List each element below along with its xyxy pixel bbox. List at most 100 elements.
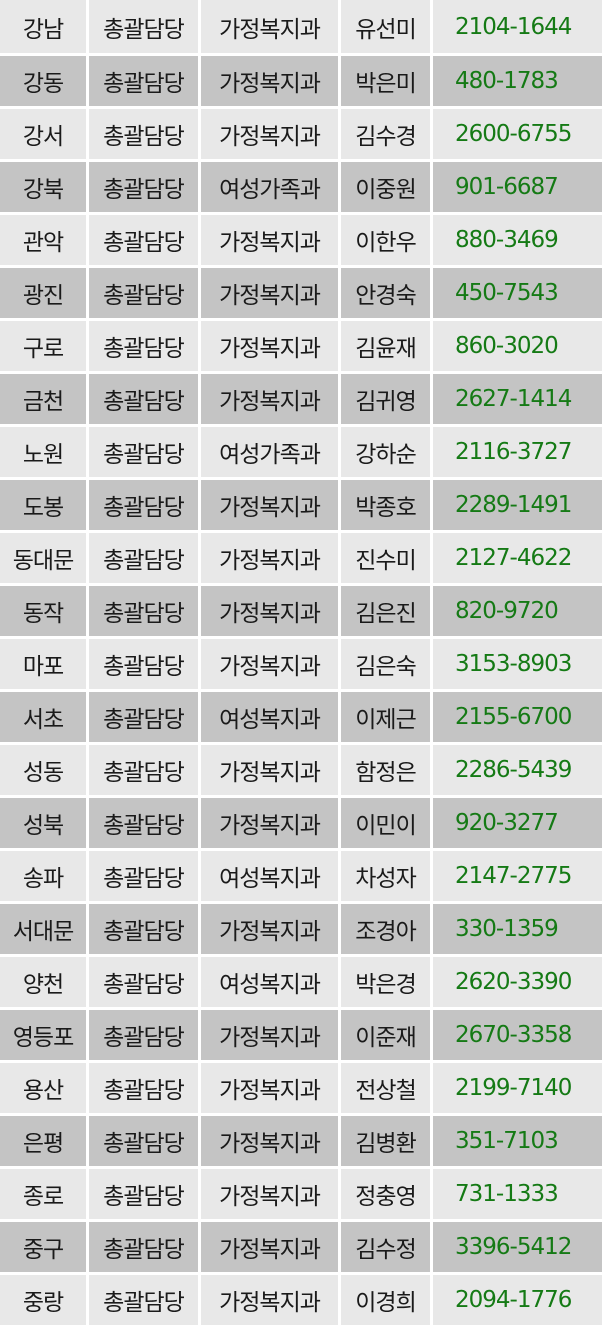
table-row: 광진 총괄담당 가정복지과 안경숙 450-7543 [0, 268, 602, 321]
name-cell: 이민이 [341, 798, 433, 851]
department-cell: 가정복지과 [201, 1010, 341, 1063]
table-row: 종로 총괄담당 가정복지과 정충영 731-1333 [0, 1169, 602, 1222]
district-cell: 강서 [0, 109, 89, 162]
district-cell: 강동 [0, 56, 89, 109]
role-cell: 총괄담당 [89, 904, 201, 957]
name-cell: 김윤재 [341, 321, 433, 374]
role-cell: 총괄담당 [89, 1275, 201, 1328]
name-cell: 박종호 [341, 480, 433, 533]
department-cell: 가정복지과 [201, 1275, 341, 1328]
department-cell: 가정복지과 [201, 109, 341, 162]
table-row: 송파 총괄담당 여성복지과 차성자 2147-2775 [0, 851, 602, 904]
department-cell: 여성가족과 [201, 162, 341, 215]
district-cell: 은평 [0, 1116, 89, 1169]
table-row: 관악 총괄담당 가정복지과 이한우 880-3469 [0, 215, 602, 268]
role-cell: 총괄담당 [89, 480, 201, 533]
district-cell: 동작 [0, 586, 89, 639]
name-cell: 함정은 [341, 745, 433, 798]
role-cell: 총괄담당 [89, 745, 201, 798]
role-cell: 총괄담당 [89, 692, 201, 745]
department-cell: 가정복지과 [201, 586, 341, 639]
role-cell: 총괄담당 [89, 215, 201, 268]
role-cell: 총괄담당 [89, 533, 201, 586]
department-cell: 가정복지과 [201, 1116, 341, 1169]
table-row: 성동 총괄담당 가정복지과 함정은 2286-5439 [0, 745, 602, 798]
role-cell: 총괄담당 [89, 1222, 201, 1275]
district-cell: 관악 [0, 215, 89, 268]
department-cell: 가정복지과 [201, 1222, 341, 1275]
name-cell: 이준재 [341, 1010, 433, 1063]
role-cell: 총괄담당 [89, 162, 201, 215]
table-row: 강북 총괄담당 여성가족과 이중원 901-6687 [0, 162, 602, 215]
role-cell: 총괄담당 [89, 109, 201, 162]
district-cell: 도봉 [0, 480, 89, 533]
table-row: 양천 총괄담당 여성복지과 박은경 2620-3390 [0, 957, 602, 1010]
phone-cell: 2289-1491 [433, 480, 602, 533]
role-cell: 총괄담당 [89, 56, 201, 109]
role-cell: 총괄담당 [89, 0, 201, 56]
table-row: 마포 총괄담당 가정복지과 김은숙 3153-8903 [0, 639, 602, 692]
phone-cell: 860-3020 [433, 321, 602, 374]
name-cell: 정충영 [341, 1169, 433, 1222]
table-row: 구로 총괄담당 가정복지과 김윤재 860-3020 [0, 321, 602, 374]
department-cell: 가정복지과 [201, 1063, 341, 1116]
phone-cell: 2147-2775 [433, 851, 602, 904]
department-cell: 가정복지과 [201, 639, 341, 692]
table-row: 영등포 총괄담당 가정복지과 이준재 2670-3358 [0, 1010, 602, 1063]
phone-cell: 2094-1776 [433, 1275, 602, 1328]
phone-cell: 450-7543 [433, 268, 602, 321]
name-cell: 김병환 [341, 1116, 433, 1169]
phone-cell: 2670-3358 [433, 1010, 602, 1063]
department-cell: 가정복지과 [201, 56, 341, 109]
district-cell: 영등포 [0, 1010, 89, 1063]
name-cell: 이한우 [341, 215, 433, 268]
table-row: 강서 총괄담당 가정복지과 김수경 2600-6755 [0, 109, 602, 162]
department-cell: 가정복지과 [201, 480, 341, 533]
phone-cell: 2286-5439 [433, 745, 602, 798]
table-row: 서초 총괄담당 여성복지과 이제근 2155-6700 [0, 692, 602, 745]
role-cell: 총괄담당 [89, 1116, 201, 1169]
table-row: 은평 총괄담당 가정복지과 김병환 351-7103 [0, 1116, 602, 1169]
role-cell: 총괄담당 [89, 1063, 201, 1116]
table-row: 용산 총괄담당 가정복지과 전상철 2199-7140 [0, 1063, 602, 1116]
district-cell: 노원 [0, 427, 89, 480]
department-cell: 가정복지과 [201, 533, 341, 586]
name-cell: 차성자 [341, 851, 433, 904]
department-cell: 가정복지과 [201, 798, 341, 851]
department-cell: 가정복지과 [201, 904, 341, 957]
district-cell: 성북 [0, 798, 89, 851]
name-cell: 진수미 [341, 533, 433, 586]
name-cell: 김귀영 [341, 374, 433, 427]
phone-cell: 3153-8903 [433, 639, 602, 692]
district-cell: 용산 [0, 1063, 89, 1116]
role-cell: 총괄담당 [89, 851, 201, 904]
name-cell: 김은숙 [341, 639, 433, 692]
phone-cell: 2104-1644 [433, 0, 602, 56]
phone-cell: 2600-6755 [433, 109, 602, 162]
phone-cell: 2199-7140 [433, 1063, 602, 1116]
department-cell: 여성가족과 [201, 427, 341, 480]
name-cell: 이경희 [341, 1275, 433, 1328]
role-cell: 총괄담당 [89, 1010, 201, 1063]
name-cell: 김수정 [341, 1222, 433, 1275]
table-row: 금천 총괄담당 가정복지과 김귀영 2627-1414 [0, 374, 602, 427]
department-cell: 가정복지과 [201, 1169, 341, 1222]
table-row: 중랑 총괄담당 가정복지과 이경희 2094-1776 [0, 1275, 602, 1328]
district-cell: 양천 [0, 957, 89, 1010]
department-cell: 가정복지과 [201, 321, 341, 374]
table-row: 강동 총괄담당 가정복지과 박은미 480-1783 [0, 56, 602, 109]
name-cell: 유선미 [341, 0, 433, 56]
phone-cell: 2116-3727 [433, 427, 602, 480]
table-row: 서대문 총괄담당 가정복지과 조경아 330-1359 [0, 904, 602, 957]
role-cell: 총괄담당 [89, 321, 201, 374]
district-cell: 중랑 [0, 1275, 89, 1328]
phone-cell: 2155-6700 [433, 692, 602, 745]
district-cell: 송파 [0, 851, 89, 904]
name-cell: 김수경 [341, 109, 433, 162]
role-cell: 총괄담당 [89, 1169, 201, 1222]
role-cell: 총괄담당 [89, 427, 201, 480]
district-cell: 서초 [0, 692, 89, 745]
role-cell: 총괄담당 [89, 374, 201, 427]
department-cell: 가정복지과 [201, 215, 341, 268]
